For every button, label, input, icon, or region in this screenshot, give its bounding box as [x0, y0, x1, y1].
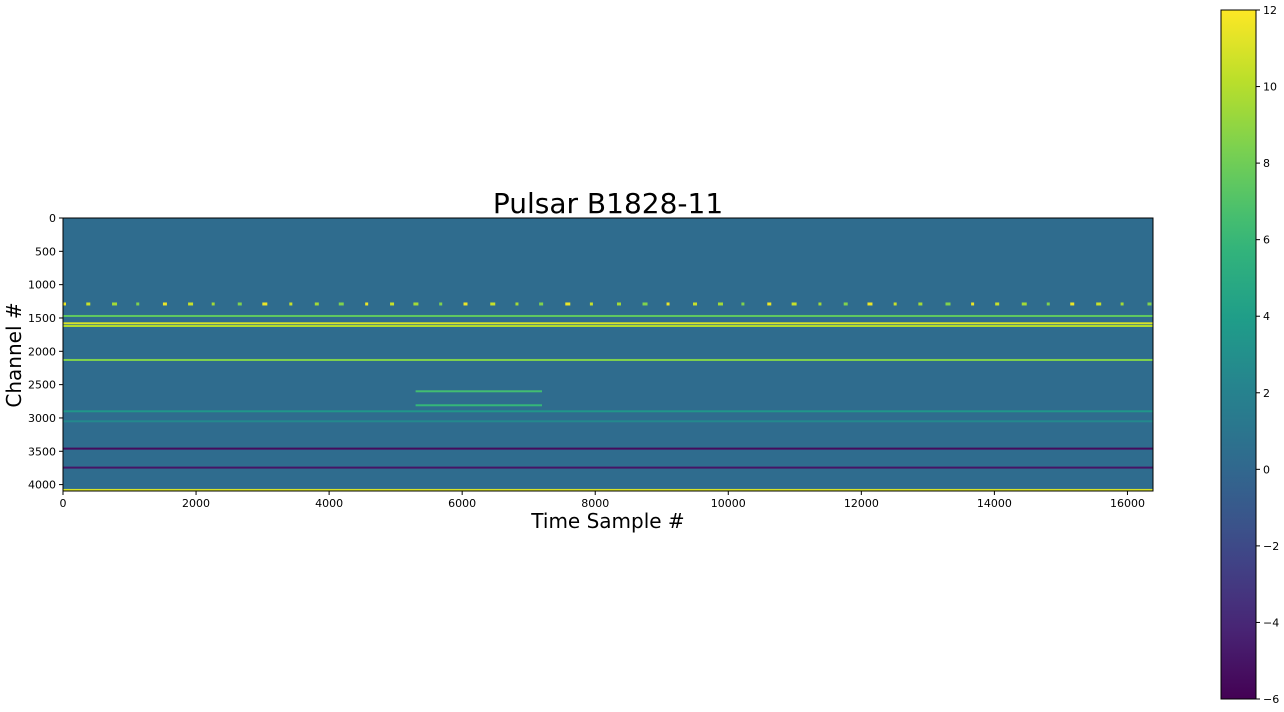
- x-tick-label: 0: [60, 497, 67, 510]
- pulse-mark: [693, 302, 698, 306]
- pulse-mark: [1096, 302, 1102, 306]
- pulse-mark: [893, 302, 897, 306]
- pulse-mark: [237, 302, 242, 306]
- pulse-mark: [515, 302, 519, 306]
- heatmap-band: [415, 404, 543, 407]
- colorbar-tick-label: −6: [1263, 693, 1279, 706]
- plot-frame: [62, 217, 1154, 492]
- pulse-mark: [843, 302, 848, 306]
- pulse-mark: [717, 302, 723, 306]
- x-tick-label: 2000: [182, 497, 210, 510]
- pulse-mark: [945, 302, 951, 306]
- pulse-mark: [390, 302, 395, 306]
- colorbar-tick-label: −2: [1263, 540, 1279, 553]
- pulse-mark: [63, 302, 66, 306]
- pulse-mark: [995, 302, 1000, 306]
- colorbar-tick-label: 4: [1263, 310, 1270, 323]
- pulse-mark: [642, 302, 648, 306]
- colorbar-tick-label: −4: [1263, 616, 1279, 629]
- pulse-mark: [565, 302, 571, 306]
- heatmap-band: [63, 314, 1153, 317]
- pulse-mark: [767, 302, 772, 306]
- heatmap-band: [63, 324, 1153, 327]
- x-axis-label: Time Sample #: [530, 509, 684, 533]
- y-tick-label: 4000: [28, 479, 56, 492]
- y-tick-label: 0: [49, 212, 56, 225]
- colorbar-tick-label: 10: [1263, 81, 1277, 94]
- pulse-mark: [1120, 302, 1124, 306]
- pulse-mark: [791, 302, 797, 306]
- pulse-mark: [918, 302, 923, 306]
- colorbar-tick-label: 12: [1263, 4, 1277, 17]
- pulse-mark: [262, 302, 268, 306]
- heatmap-plot-area: [62, 217, 1154, 492]
- x-tick-label: 6000: [448, 497, 476, 510]
- pulse-mark: [463, 302, 468, 306]
- y-tick-label: 500: [35, 245, 56, 258]
- heatmap-band: [63, 466, 1153, 469]
- heatmap-band: [63, 322, 1153, 325]
- pulse-mark: [188, 302, 194, 306]
- colorbar: 12 10 8 6 4 2 0 −2 −4 −6: [1220, 4, 1279, 706]
- heatmap-band: [63, 488, 1153, 491]
- colorbar-tick-label: 6: [1263, 234, 1270, 247]
- pulse-mark: [818, 302, 822, 306]
- heatmap-band: [63, 420, 1153, 423]
- colorbar-tick-label: 2: [1263, 387, 1270, 400]
- pulse-mark: [539, 302, 544, 306]
- colorbar-gradient: [1220, 9, 1257, 700]
- y-axis: 0 500 1000 1500 2000 2500 3000 3500 4000: [28, 212, 63, 492]
- heatmap-band: [63, 358, 1153, 361]
- x-tick-label: 4000: [315, 497, 343, 510]
- y-tick-label: 2000: [28, 345, 56, 358]
- pulse-mark: [589, 302, 593, 306]
- y-tick-label: 3000: [28, 412, 56, 425]
- x-tick-label: 12000: [844, 497, 879, 510]
- pulse-mark: [211, 302, 215, 306]
- x-tick-label: 10000: [711, 497, 746, 510]
- x-tick-label: 14000: [977, 497, 1012, 510]
- y-axis-label: Channel #: [2, 302, 26, 407]
- colorbar-tick-label: 8: [1263, 157, 1270, 170]
- pulse-mark: [413, 302, 419, 306]
- x-axis: 0 2000 4000 6000 8000 10000 12000 14000 16000: [60, 491, 1145, 510]
- x-tick-label: 16000: [1110, 497, 1145, 510]
- heatmap-band: [63, 410, 1153, 413]
- pulse-mark: [112, 302, 118, 306]
- pulse-mark: [971, 302, 975, 306]
- chart-title: Pulsar B1828-11: [493, 187, 723, 220]
- pulse-mark: [86, 302, 91, 306]
- pulse-mark: [439, 302, 443, 306]
- pulse-mark: [1021, 302, 1027, 306]
- pulse-mark: [741, 302, 745, 306]
- y-tick-label: 3500: [28, 445, 56, 458]
- x-tick-label: 8000: [581, 497, 609, 510]
- pulse-mark: [616, 302, 621, 306]
- pulse-mark: [289, 302, 293, 306]
- y-tick-label: 1000: [28, 279, 56, 292]
- pulse-mark: [490, 302, 496, 306]
- pulse-mark: [136, 302, 140, 306]
- pulse-mark: [867, 302, 873, 306]
- heatmap-band: [63, 447, 1153, 450]
- y-tick-label: 2500: [28, 379, 56, 392]
- pulse-mark: [1046, 302, 1050, 306]
- heatmap-background: [63, 218, 1153, 491]
- pulse-mark: [162, 302, 167, 306]
- heatmap-band-pulsed: [63, 302, 1152, 306]
- pulse-mark: [314, 302, 319, 306]
- heatmap-band: [415, 390, 543, 393]
- pulse-mark: [1070, 302, 1075, 306]
- colorbar-tick-label: 0: [1263, 463, 1270, 476]
- pulse-mark: [365, 302, 369, 306]
- pulse-mark: [1147, 302, 1152, 306]
- pulse-mark: [666, 302, 670, 306]
- pulse-mark: [338, 302, 344, 306]
- y-tick-label: 1500: [28, 312, 56, 325]
